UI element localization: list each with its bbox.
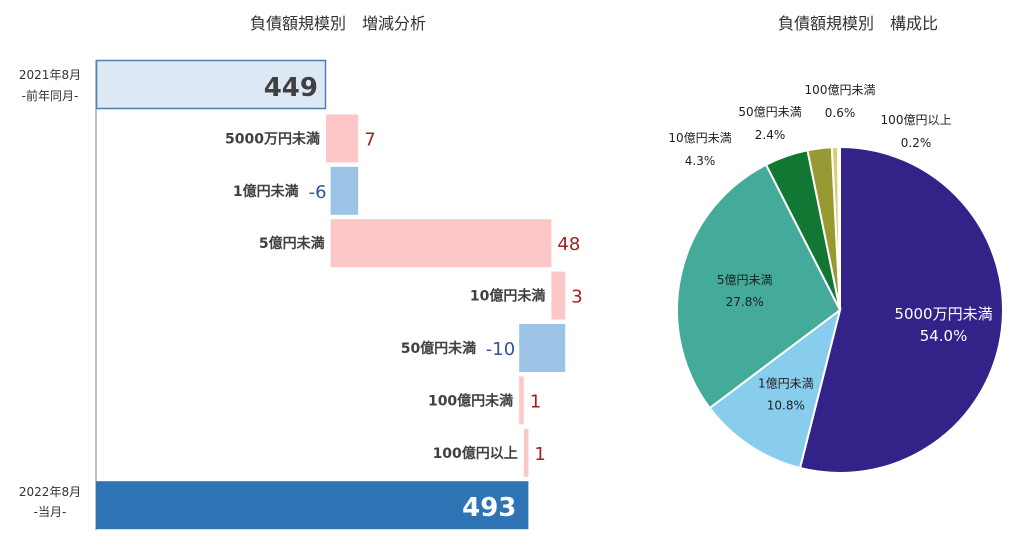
step-value-label: 1 xyxy=(534,444,545,465)
pie-slice-percent: 0.2% xyxy=(901,136,932,150)
step-bar xyxy=(330,166,359,215)
pie-slice xyxy=(708,307,842,470)
end-bar xyxy=(96,481,529,530)
step-category-label: 100億円以上 xyxy=(433,445,518,462)
step-category-label: 10億円未満 xyxy=(470,288,545,305)
pie-slice-label: 100億円以上 xyxy=(881,113,952,127)
waterfall-title: 負債額規模別 増減分析 xyxy=(250,14,426,33)
waterfall-chart: 負債額規模別 増減分析 2021年8月 -前年同月- 2022年8月 -当月- … xyxy=(19,14,583,530)
waterfall-marks: 449 5000万円未満 7 1億円未満 -6 5億円未満 48 10億円未満 3 50億円未満 -… xyxy=(95,59,583,530)
step-bar xyxy=(326,114,359,163)
step-bar xyxy=(330,219,552,268)
start-bar xyxy=(95,59,327,110)
step-value-label: 7 xyxy=(364,129,375,150)
pie-slice-label: 5000万円未満 xyxy=(894,305,992,323)
pie-slice xyxy=(676,163,842,410)
step-category-label: 5000万円未満 xyxy=(225,130,320,147)
step-bar xyxy=(523,428,529,477)
pie-slice xyxy=(836,145,841,311)
pie-slice-label: 50億円未満 xyxy=(738,105,801,119)
pie-slice-percent: 54.0% xyxy=(920,327,968,345)
start-label-line2: -前年同月- xyxy=(22,88,79,103)
pie-slice-label: 5億円未満 xyxy=(717,273,773,287)
pie-slice-percent: 2.4% xyxy=(755,128,786,142)
step-bar xyxy=(519,324,566,372)
step-value-label: -10 xyxy=(486,339,515,360)
end-label-line1: 2022年8月 xyxy=(19,485,81,499)
step-value-label: 1 xyxy=(530,391,541,412)
start-value-label: 449 xyxy=(264,73,318,103)
start-label-line1: 2021年8月 xyxy=(19,68,81,82)
pie-slice xyxy=(798,145,1004,474)
end-value-label: 493 xyxy=(462,493,516,523)
pie-slice-percent: 4.3% xyxy=(685,154,716,168)
pie-slice-label: 10億円未満 xyxy=(668,131,731,145)
pie-slice-percent: 0.6% xyxy=(825,106,856,120)
step-category-label: 5億円未満 xyxy=(259,235,325,252)
step-value-label: 3 xyxy=(571,287,582,308)
step-bar xyxy=(551,271,566,320)
step-value-label: -6 xyxy=(309,182,327,203)
step-value-label: 48 xyxy=(557,234,580,255)
pie-slice-label: 1億円未満 xyxy=(758,376,814,390)
pie-chart: 負債額規模別 構成比 5000万円未満 54.0% 1億円未満 10.8% 5億円未満 2… xyxy=(668,14,1004,474)
step-category-label: 100億円未満 xyxy=(428,392,513,409)
step-category-label: 50億円未満 xyxy=(401,340,476,357)
pie-slice-label: 100億円未満 xyxy=(805,83,876,97)
pie-title: 負債額規模別 構成比 xyxy=(778,14,938,33)
pie-marks: 5000万円未満 54.0% 1億円未満 10.8% 5億円未満 27.8% 10億円未満 4… xyxy=(668,83,1004,474)
step-bar xyxy=(519,376,524,425)
pie-slice-percent: 10.8% xyxy=(767,398,805,412)
pie-slice-percent: 27.8% xyxy=(726,295,764,309)
step-category-label: 1億円未満 xyxy=(233,183,299,200)
end-label-line2: -当月- xyxy=(34,505,67,519)
